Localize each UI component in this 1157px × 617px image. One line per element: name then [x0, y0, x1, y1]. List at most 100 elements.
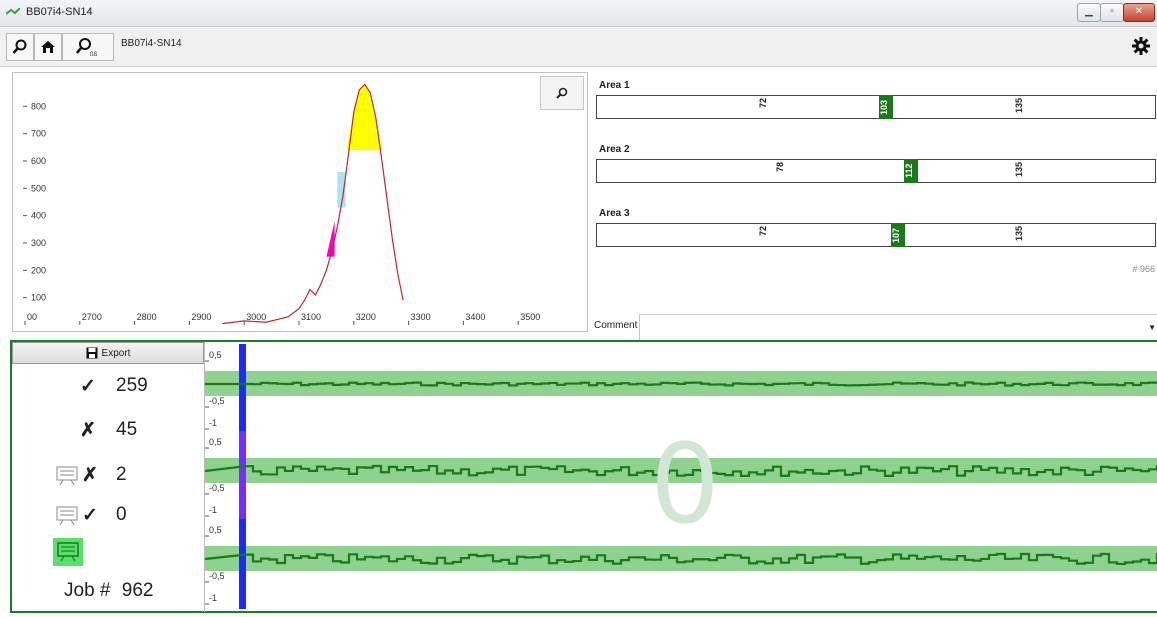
stat-fail-value: 45 [116, 419, 138, 440]
search-button[interactable] [6, 33, 34, 61]
review-toggle-button[interactable] [53, 538, 83, 566]
trace-y-label: -1 [209, 593, 217, 603]
y-tick-label: 400 [31, 211, 46, 221]
trace-y-label: -0,5 [209, 571, 225, 581]
marker-bar [239, 344, 246, 434]
area-low-value: 72 [757, 98, 768, 109]
trace-line [204, 552, 1157, 566]
check-icon: ✓ [82, 505, 98, 526]
trace-y-label: 0,5 [209, 525, 222, 535]
trace-panel: 0,50-0,5-10,50-0,5-10,50-0,5-1 [204, 342, 1157, 612]
trace-y-label: -0,5 [209, 483, 225, 493]
trace-line [204, 464, 1157, 478]
area-label: Area 3 [599, 208, 630, 219]
marker-bar [239, 519, 246, 609]
x-tick-label: 00 [27, 312, 37, 322]
area-high-value: 135 [1013, 162, 1024, 178]
watermark-zero: 0 [650, 420, 720, 548]
chevron-down-icon[interactable]: ▼ [1148, 323, 1156, 332]
search-device-button[interactable]: ßß [62, 33, 114, 61]
area-label: Area 1 [599, 80, 630, 91]
y-tick-label: 800 [31, 101, 46, 111]
tolerance-band [205, 458, 1157, 483]
area-bar: 72 107 135 [596, 223, 1156, 247]
x-tick-label: 2800 [137, 312, 157, 322]
window-title: BB07i4-SN14 [26, 6, 93, 18]
trace-y-label: -1 [209, 418, 217, 428]
comment-input[interactable]: ▼ [639, 314, 1157, 341]
magnifier-icon [556, 87, 568, 99]
peak-fill-yellow [346, 84, 383, 151]
series-line [222, 83, 404, 325]
review-icon [56, 466, 78, 486]
job-label: Job # [64, 580, 111, 601]
export-label: Export [101, 347, 131, 359]
summary-panel: Export ✓ 259 ✗ 45 ✗ 2 ✓ 0 Job # [12, 342, 204, 612]
area-mark-value: 103 [879, 95, 894, 119]
job-number: Job # 962 [64, 580, 153, 602]
x-tick-label: 3400 [465, 312, 485, 322]
area-mark-value: 112 [904, 159, 919, 183]
search-icon [12, 39, 27, 54]
area-high-value: 135 [1013, 98, 1024, 114]
toolbar: ßß BB07i4-SN14 [0, 27, 1157, 67]
trace-line [204, 381, 1157, 387]
y-tick-label: 500 [31, 183, 46, 193]
y-tick-label: 600 [31, 156, 46, 166]
x-tick-label: 3100 [301, 312, 321, 322]
results-panel [10, 340, 1157, 613]
x-tick-label: 3500 [520, 312, 540, 322]
area-low-value: 72 [757, 226, 768, 237]
spectrum-chart: 100 200 300 400 500 600 700 800 00 2700 2800 2900 30… [12, 72, 588, 332]
close-button[interactable]: ✕ [1123, 3, 1155, 22]
area-label: Area 2 [599, 144, 630, 155]
settings-button[interactable] [1131, 36, 1151, 56]
trace-y-label: 0,5 [209, 437, 222, 447]
trace-y-label: -0,5 [209, 396, 225, 406]
search-device-icon: ßß [76, 38, 98, 57]
stat-review-ok-value: 0 [116, 504, 127, 525]
review-icon [57, 542, 79, 562]
job-value: 962 [121, 580, 154, 601]
fill-cyan [337, 171, 346, 208]
zoom-button[interactable] [540, 76, 584, 110]
save-icon [86, 347, 98, 359]
export-button[interactable]: Export [12, 342, 204, 364]
spectrum-svg: 100 200 300 400 500 600 700 800 00 2700 2800 2900 30… [23, 83, 540, 325]
area-mark-value: 107 [890, 223, 905, 247]
stat-ok-value: 259 [116, 375, 148, 396]
area-bar: 78 112 135 [596, 159, 1156, 183]
title-bar: BB07i4-SN14 ▁ ▫ ✕ [0, 0, 1157, 27]
y-tick-label: 200 [31, 265, 46, 275]
count-label: # 966 [1132, 264, 1155, 274]
area-high-value: 135 [1013, 226, 1024, 242]
home-icon [41, 41, 55, 53]
svg-text:ßß: ßß [90, 52, 98, 57]
trace-y-label: -1 [209, 505, 217, 515]
x-tick-label: 3300 [411, 312, 431, 322]
trace-y-label: 0,5 [209, 350, 222, 360]
area-bar: 72 103 135 [596, 95, 1156, 119]
device-label: BB07i4-SN14 [121, 38, 182, 49]
gear-icon [1132, 37, 1150, 55]
minimize-button[interactable]: ▁ [1077, 3, 1101, 22]
x-tick-label: 3200 [356, 312, 376, 322]
maximize-button[interactable]: ▫ [1100, 3, 1124, 22]
area-low-value: 78 [774, 162, 785, 173]
y-tick-label: 300 [31, 238, 46, 248]
marker-bar [239, 431, 246, 521]
cross-icon: ✗ [82, 465, 98, 486]
check-icon: ✓ [80, 376, 96, 397]
x-tick-label: 3000 [246, 312, 266, 322]
home-button[interactable] [34, 33, 62, 61]
fill-magenta [326, 221, 335, 257]
x-tick-label: 2700 [82, 312, 102, 322]
stat-review-fail-value: 2 [116, 464, 127, 485]
x-tick-label: 2900 [191, 312, 211, 322]
y-tick-label: 100 [31, 293, 46, 303]
app-icon [6, 8, 20, 15]
review-icon [56, 506, 78, 526]
trace-svg: 0,50-0,5-10,50-0,5-10,50-0,5-1 [204, 344, 1157, 609]
cross-icon: ✗ [80, 420, 96, 441]
comment-label: Comment [594, 320, 638, 331]
